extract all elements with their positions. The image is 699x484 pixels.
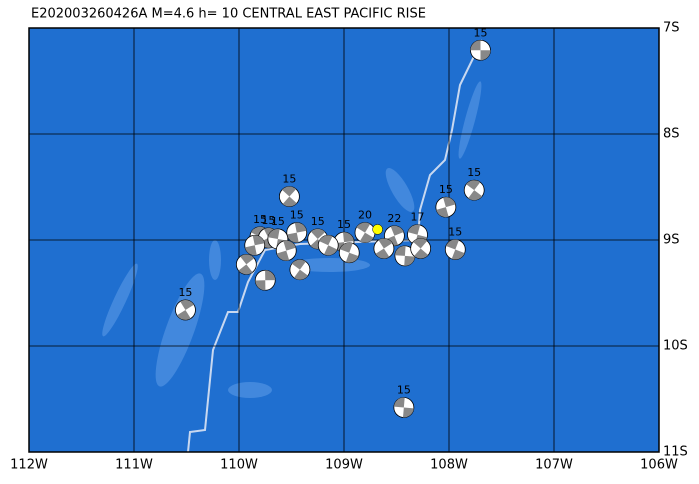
beachball-quadrant [286, 232, 299, 243]
focal-mechanism [435, 196, 457, 218]
y-tick-label: 10S [663, 339, 688, 354]
beachball-quadrant [356, 222, 371, 233]
map-title: E202003260426A M=4.6 h= 10 CENTRAL EAST … [31, 7, 426, 22]
focal-mechanism [393, 397, 415, 418]
depth-label: 15 [290, 209, 304, 222]
beachball-quadrant [394, 245, 406, 256]
depth-label: 15 [467, 166, 481, 179]
beachball-quadrant [378, 238, 393, 249]
epicenter [372, 224, 383, 235]
focal-mechanism [244, 234, 266, 256]
depth-label: 15 [448, 226, 462, 239]
beachball-quadrant [294, 222, 307, 233]
x-tick-label: 108W [430, 458, 468, 473]
focal-mechanism [278, 186, 300, 207]
depth-label: 15 [271, 215, 285, 228]
beachball-quadrant [324, 245, 338, 256]
focal-mechanism [463, 179, 485, 201]
beachball-quadrant [403, 407, 414, 418]
x-tick-label: 107W [535, 458, 573, 473]
beachball-quadrant [319, 235, 333, 246]
beachball-quadrant [180, 300, 194, 310]
depth-label: 22 [387, 212, 401, 225]
beachball-quadrant [414, 248, 429, 259]
focal-mechanism [394, 245, 416, 267]
depth-label: 15 [474, 26, 488, 39]
beachball-quadrant [177, 309, 191, 320]
beachball-quadrant [446, 239, 459, 250]
beachball-quadrant [276, 250, 290, 261]
beachball-quadrant [393, 397, 405, 408]
beachball-quadrant [480, 50, 491, 61]
depth-label: 15 [253, 213, 267, 226]
depth-label: 15 [178, 286, 192, 299]
beachball-quadrant [268, 228, 280, 239]
beachball-quadrant [255, 280, 266, 291]
focal-mechanism [254, 269, 276, 291]
beachball-quadrant [359, 232, 374, 243]
depth-label: 15 [337, 218, 351, 231]
beachball-quadrant [343, 232, 354, 243]
beachball-quadrant [413, 238, 428, 249]
beachball-quadrant [470, 40, 481, 51]
beachball-quadrant [468, 190, 483, 201]
y-tick-label: 9S [663, 233, 680, 248]
depth-label: 15 [439, 183, 453, 196]
depth-label: 15 [282, 173, 296, 186]
depth-label: 15 [261, 214, 275, 227]
beachball-quadrant [466, 180, 481, 191]
y-tick-label: 11S [663, 445, 688, 460]
beachball-quadrant [339, 242, 353, 253]
beachball-quadrant [294, 269, 308, 280]
depth-label: 17 [411, 211, 425, 224]
x-tick-label: 111W [115, 458, 153, 473]
beachball-quadrant [390, 225, 404, 236]
focal-mechanism [175, 299, 196, 321]
y-tick-label: 7S [663, 21, 680, 36]
depth-label: 15 [311, 215, 325, 228]
beachball-quadrant [345, 252, 359, 263]
beachball-quadrant [451, 249, 465, 260]
beachball-quadrant [443, 197, 456, 208]
beachball-quadrant [252, 235, 265, 246]
beachball-quadrant [283, 240, 296, 251]
x-tick-label: 106W [640, 458, 678, 473]
focal-mechanism [289, 259, 311, 281]
depth-label: 15 [397, 383, 411, 396]
beachball-quadrant [282, 186, 297, 197]
depth-label: 20 [358, 209, 372, 222]
beachball-quadrant [407, 224, 421, 235]
x-tick-label: 110W [220, 458, 258, 473]
beachball-quadrant [291, 259, 306, 270]
focal-mechanism [275, 240, 297, 262]
focal-mechanism [410, 238, 432, 259]
focal-mechanism [235, 253, 257, 275]
focal-mechanism [470, 39, 491, 61]
focal-mechanism [286, 222, 308, 243]
frame [28, 27, 660, 453]
y-tick-label: 8S [663, 127, 680, 142]
beachball-quadrant [265, 270, 276, 281]
beachball-quadrant [436, 207, 449, 218]
x-tick-label: 112W [10, 458, 48, 473]
focal-mechanism [373, 238, 395, 259]
focal-mechanism [338, 242, 360, 264]
ridge-line [187, 39, 483, 453]
beachball-quadrant [240, 254, 255, 265]
x-tick-label: 109W [325, 458, 363, 473]
beachball-quadrant [310, 228, 326, 239]
focal-mechanism [444, 239, 466, 260]
beachball-quadrant [245, 245, 257, 256]
beachball-quadrant [375, 248, 390, 259]
focal-mechanism [354, 222, 376, 243]
beachball-quadrant [404, 255, 415, 266]
beachball-quadrant [238, 264, 253, 275]
focal-mechanism [317, 234, 339, 256]
beachball-quadrant [282, 196, 297, 207]
